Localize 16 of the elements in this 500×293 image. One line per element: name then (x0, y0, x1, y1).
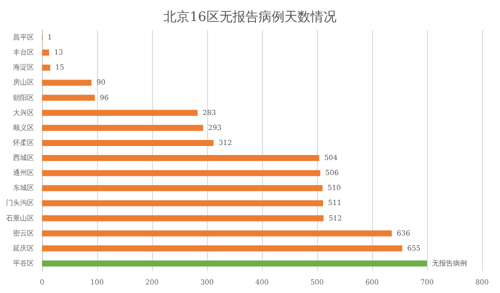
chart-title: 北京16区无报告病例天数情况 (164, 10, 336, 25)
bar (42, 94, 95, 101)
bar (42, 124, 204, 131)
bar (42, 50, 50, 56)
bar (42, 64, 50, 71)
bar (42, 140, 214, 146)
bar (42, 170, 320, 176)
bar (42, 260, 427, 266)
bar (42, 245, 402, 252)
bar (42, 110, 198, 116)
bar (42, 80, 92, 86)
bar (42, 215, 324, 222)
bar (42, 155, 320, 162)
bar (42, 230, 392, 236)
bar (42, 185, 322, 192)
bar (42, 200, 324, 206)
